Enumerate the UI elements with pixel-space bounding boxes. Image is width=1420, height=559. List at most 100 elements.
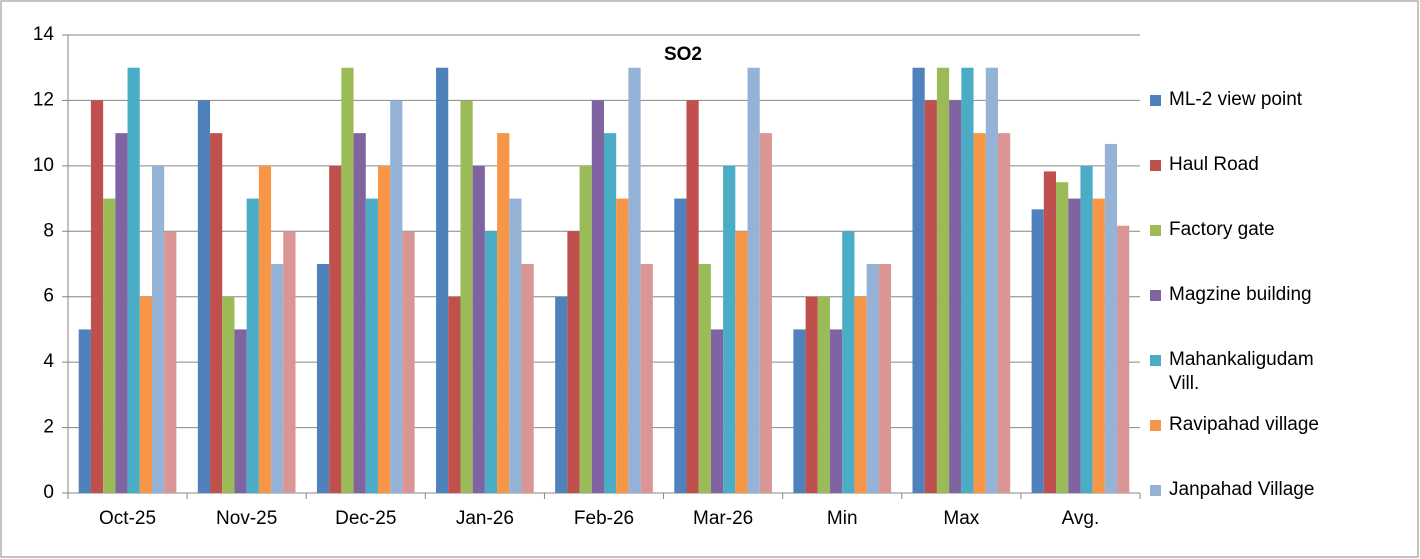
- bar: [164, 231, 177, 494]
- bar: [484, 231, 498, 494]
- bar: [1031, 209, 1044, 494]
- bar: [997, 133, 1011, 493]
- bar: [1080, 165, 1093, 493]
- bar: [353, 133, 366, 493]
- bar: [686, 100, 699, 493]
- bar: [674, 198, 687, 494]
- bar: [912, 67, 925, 493]
- legend-label: Haul Road: [1169, 154, 1259, 175]
- bar: [793, 329, 806, 493]
- bar: [234, 329, 247, 493]
- bar: [521, 264, 534, 493]
- y-tick-label: 0: [43, 482, 54, 503]
- bar: [628, 67, 641, 493]
- bar: [497, 133, 510, 493]
- bar: [1104, 143, 1118, 493]
- legend-item: ML-2 view point: [1150, 88, 1302, 112]
- bar: [222, 296, 235, 493]
- bar: [197, 100, 211, 493]
- bar: [817, 296, 831, 493]
- x-tick-label: Max: [943, 508, 979, 529]
- x-tick-label: Feb-26: [574, 508, 634, 529]
- chart-title: SO2: [664, 44, 702, 65]
- bar: [640, 264, 653, 493]
- legend-item: Mahankaligudam Vill.: [1150, 348, 1330, 396]
- bar: [710, 329, 724, 493]
- bar: [830, 329, 843, 493]
- legend-label: Janpahad Village: [1169, 479, 1315, 500]
- legend-swatch: [1150, 160, 1161, 171]
- bar: [151, 165, 165, 493]
- bar: [115, 133, 128, 493]
- bar: [949, 100, 962, 493]
- bar: [509, 198, 522, 494]
- legend-item: Magzine building: [1150, 283, 1312, 307]
- bar: [924, 100, 937, 493]
- bar: [436, 67, 449, 493]
- legend-item: Janpahad Village: [1150, 478, 1314, 502]
- bar: [973, 133, 986, 493]
- bar: [567, 231, 580, 494]
- bar: [460, 100, 473, 493]
- bar: [1068, 198, 1081, 494]
- bar: [555, 296, 568, 493]
- legend-label: Magzine building: [1169, 284, 1312, 305]
- bar: [210, 133, 223, 493]
- bar: [329, 165, 342, 493]
- bar: [878, 264, 892, 493]
- bar: [246, 198, 259, 494]
- bar: [805, 296, 818, 493]
- bar: [604, 133, 617, 493]
- bar: [78, 329, 91, 493]
- y-tick-label: 14: [33, 24, 55, 45]
- bar: [759, 133, 772, 493]
- legend-item: Factory gate: [1150, 218, 1275, 242]
- y-tick-label: 2: [43, 417, 54, 438]
- bar: [365, 198, 378, 494]
- bar: [842, 231, 855, 494]
- x-tick-label: Avg.: [1062, 508, 1100, 529]
- legend-label: Factory gate: [1169, 219, 1275, 240]
- bar: [271, 264, 284, 493]
- bar: [448, 296, 461, 493]
- y-tick-label: 6: [43, 286, 54, 307]
- legend-label: Mahankaligudam Vill.: [1169, 349, 1314, 394]
- bar: [402, 231, 415, 494]
- x-tick-label: Dec-25: [335, 508, 396, 529]
- bar: [1092, 198, 1105, 494]
- legend-swatch: [1150, 355, 1161, 366]
- bar: [103, 198, 116, 494]
- bar: [316, 264, 330, 493]
- bar: [747, 67, 760, 493]
- bar: [936, 67, 950, 493]
- legend-label: ML-2 view point: [1169, 89, 1303, 110]
- legend-item: Ravipahad village: [1150, 413, 1319, 437]
- legend-swatch: [1150, 95, 1161, 106]
- y-tick-label: 8: [43, 220, 54, 241]
- bar: [866, 264, 879, 493]
- bar: [341, 67, 354, 493]
- x-tick-label: Oct-25: [99, 508, 156, 529]
- bar: [698, 264, 711, 493]
- legend-swatch: [1150, 485, 1161, 496]
- bar: [723, 165, 736, 493]
- bar: [258, 165, 272, 493]
- bar: [735, 231, 748, 494]
- bar: [591, 100, 604, 493]
- bar: [1043, 171, 1057, 493]
- x-tick-label: Mar-26: [693, 508, 753, 529]
- bar: [1117, 225, 1130, 493]
- legend-swatch: [1150, 420, 1161, 431]
- x-tick-label: Nov-25: [216, 508, 277, 529]
- y-tick-label: 12: [33, 89, 54, 110]
- bar: [961, 67, 974, 493]
- bar: [377, 165, 391, 493]
- bar: [985, 67, 998, 493]
- legend-item: Haul Road: [1150, 153, 1259, 177]
- bar: [390, 100, 403, 493]
- bar: [90, 100, 104, 493]
- bar: [616, 198, 629, 494]
- y-tick-label: 4: [43, 351, 54, 372]
